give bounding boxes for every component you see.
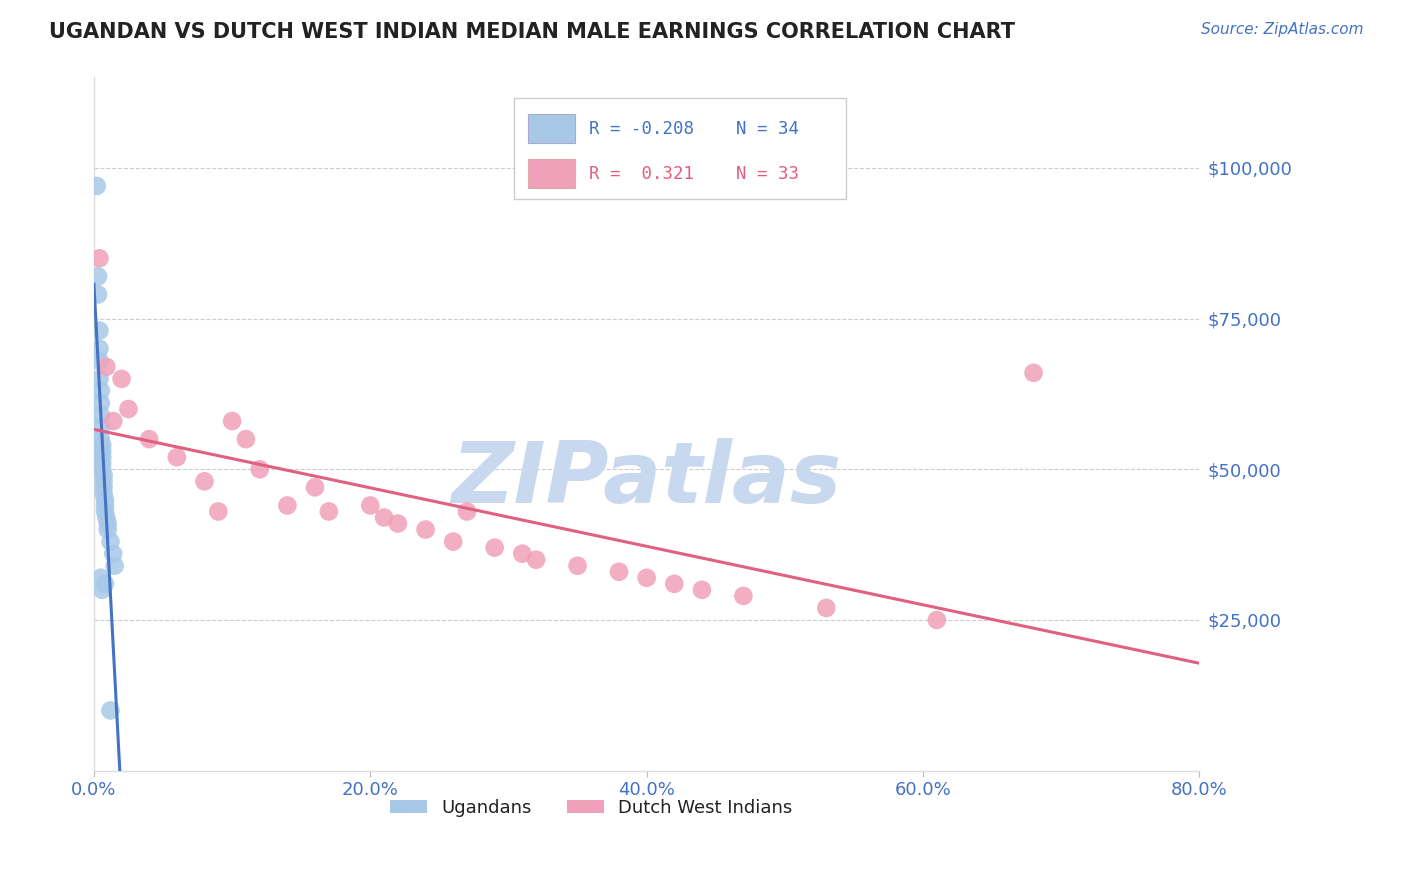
Point [90,571,112,585]
Point [94,577,117,591]
Point [89,353,111,368]
Point [93,480,115,494]
Point [304,480,326,494]
FancyBboxPatch shape [529,160,575,188]
Point [567,558,589,573]
Point [235,432,257,446]
Point [100,703,122,717]
Point [91,438,114,452]
Point [93,475,115,489]
Point [91,582,114,597]
Point [103,547,125,561]
Point [90,408,112,422]
Point [90,420,112,434]
Point [690,582,713,597]
Point [89,372,111,386]
Point [87,269,110,284]
Point [97,516,120,531]
Point [193,475,215,489]
Point [93,468,115,483]
FancyBboxPatch shape [529,114,575,144]
Point [607,565,630,579]
Text: Source: ZipAtlas.com: Source: ZipAtlas.com [1201,22,1364,37]
Point [100,534,122,549]
Point [94,504,117,518]
Point [87,287,110,301]
Point [359,499,381,513]
Point [318,504,340,518]
Text: UGANDAN VS DUTCH WEST INDIAN MEDIAN MALE EARNINGS CORRELATION CHART: UGANDAN VS DUTCH WEST INDIAN MEDIAN MALE… [49,22,1015,42]
Point [664,577,686,591]
Point [90,432,112,446]
Point [925,613,948,627]
Point [524,552,547,566]
Point [91,444,114,458]
Point [636,571,658,585]
Point [110,372,132,386]
Point [86,178,108,193]
FancyBboxPatch shape [515,98,845,199]
Point [90,396,112,410]
Point [91,456,114,470]
Point [441,534,464,549]
Point [484,541,506,555]
Text: R =  0.321    N = 33: R = 0.321 N = 33 [589,165,799,183]
Point [138,432,160,446]
Point [733,589,755,603]
Point [96,510,118,524]
Point [276,499,298,513]
Text: ZIPatlas: ZIPatlas [451,438,842,521]
Point [90,384,112,398]
Point [166,450,188,465]
Point [94,492,117,507]
Point [91,462,114,476]
Point [89,324,111,338]
Point [1022,366,1045,380]
Point [387,516,409,531]
Point [104,558,127,573]
Point [96,359,118,374]
Point [89,342,111,356]
Point [89,252,111,266]
Point [510,547,533,561]
Text: R = -0.208    N = 34: R = -0.208 N = 34 [589,120,799,137]
Legend: Ugandans, Dutch West Indians: Ugandans, Dutch West Indians [384,791,800,824]
Point [103,414,125,428]
Point [94,499,117,513]
Point [815,601,838,615]
Point [415,523,437,537]
Point [249,462,271,476]
Point [91,450,114,465]
Point [97,523,120,537]
Point [207,504,229,518]
Point [221,414,243,428]
Point [117,402,139,417]
Point [373,510,395,524]
Point [456,504,478,518]
Point [93,486,115,500]
